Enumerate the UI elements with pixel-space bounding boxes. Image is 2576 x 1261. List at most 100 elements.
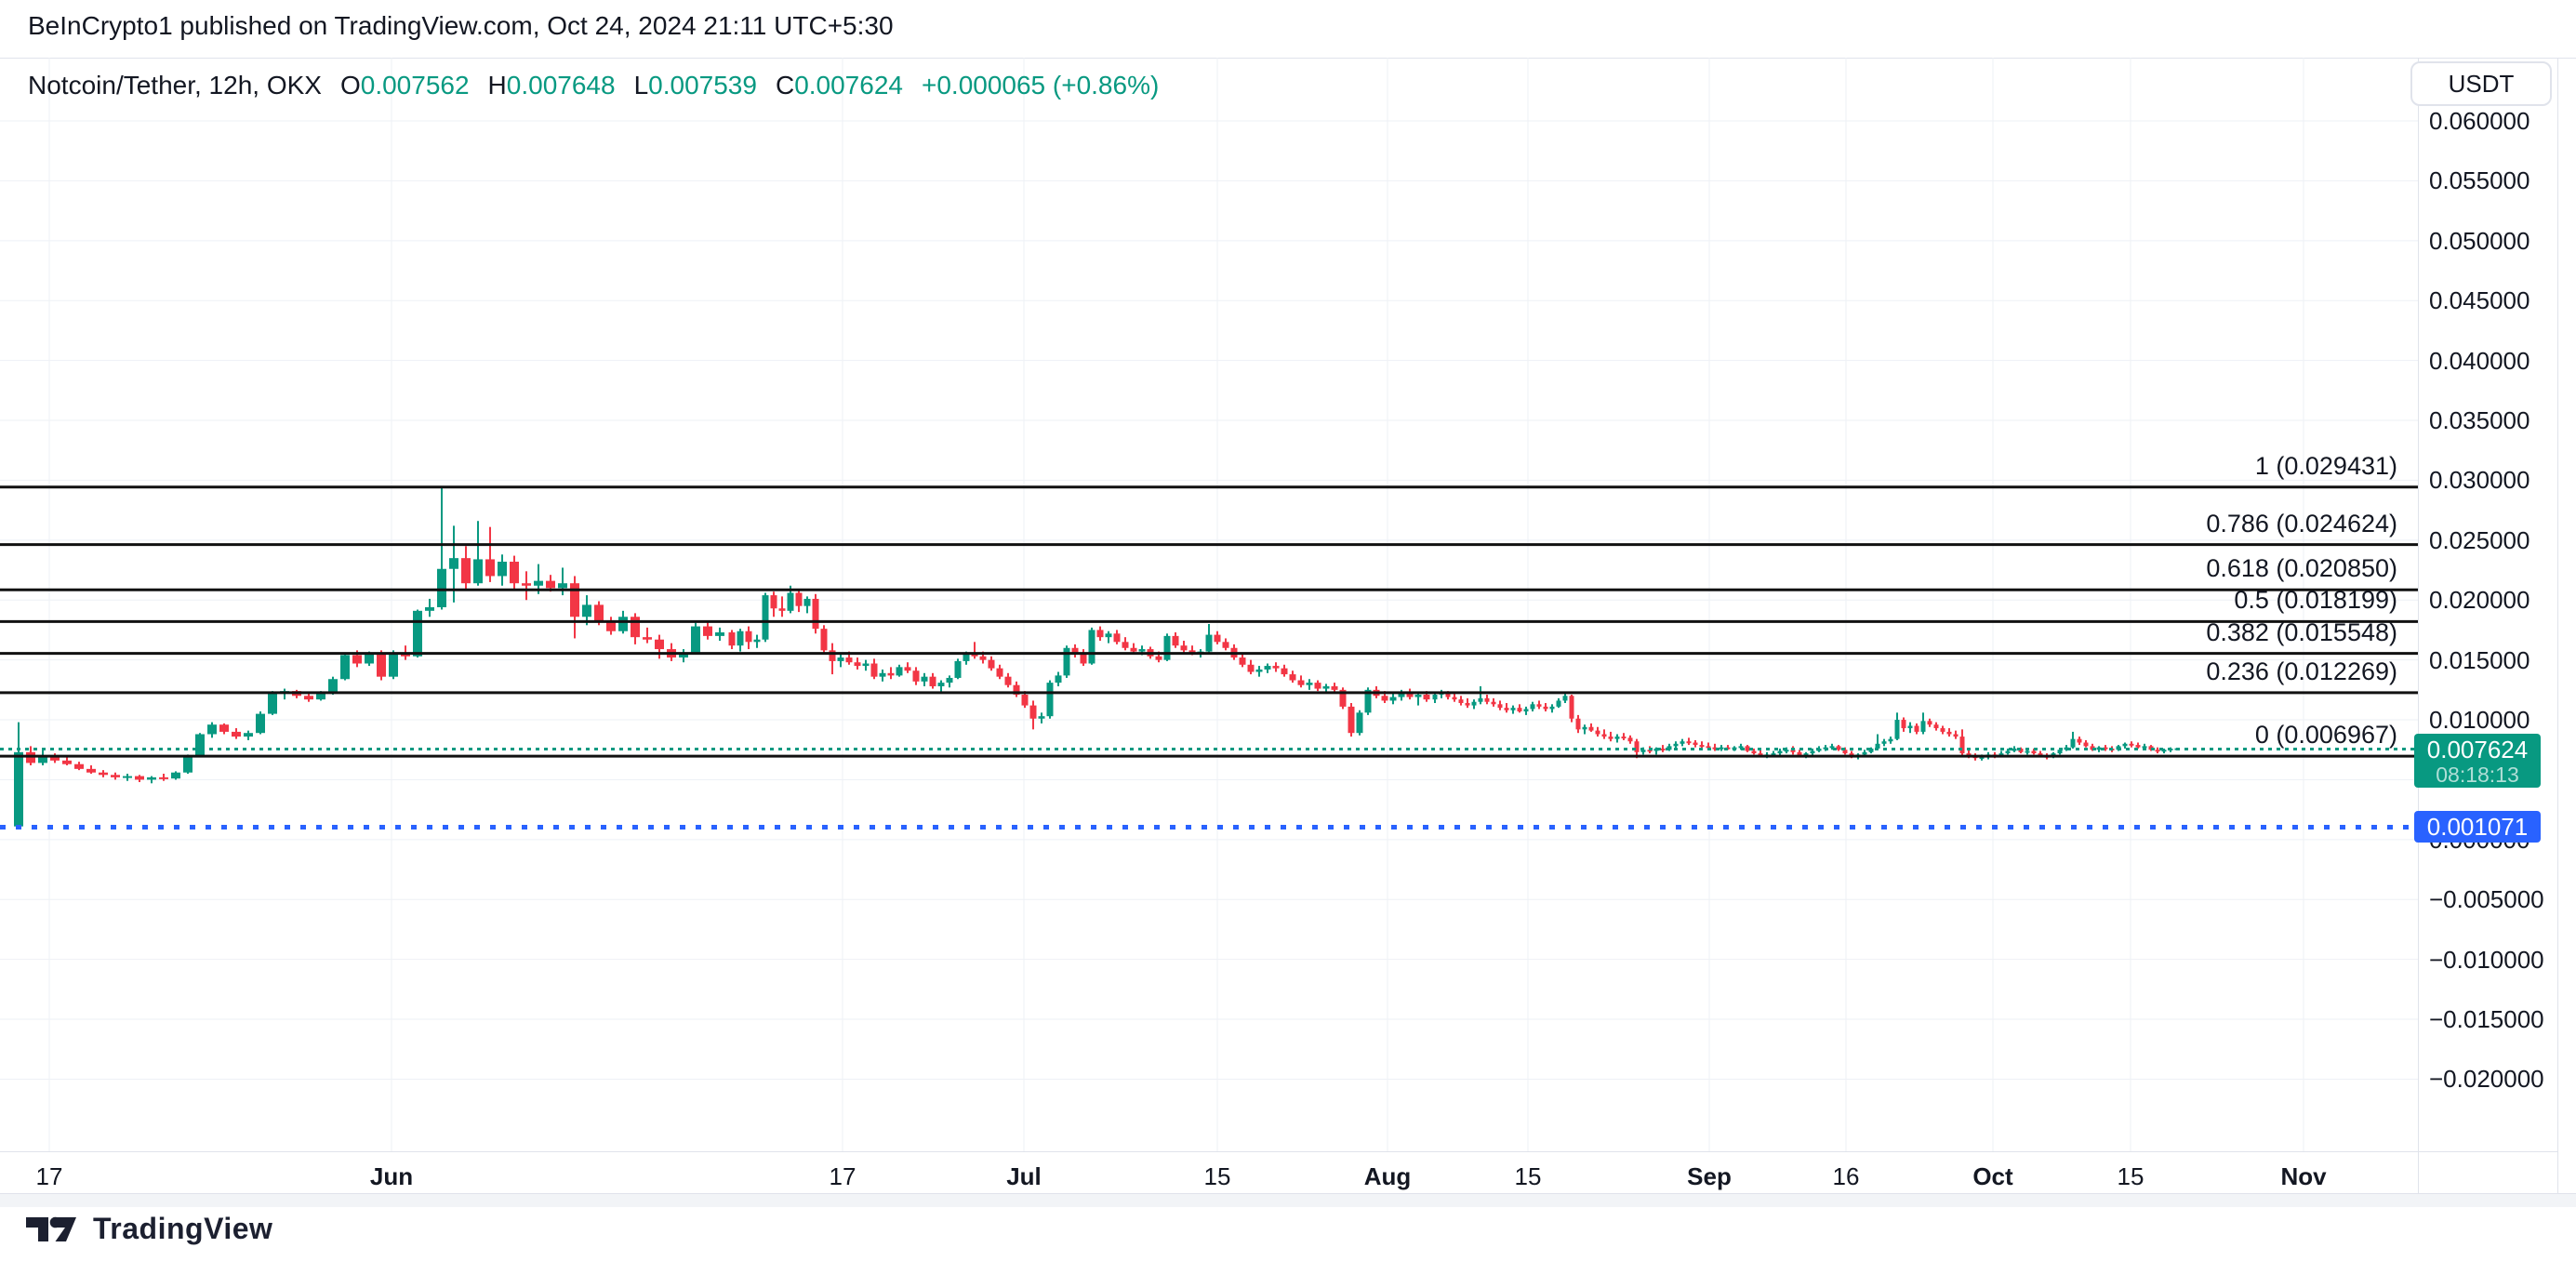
candle-body (753, 639, 761, 643)
candle-body (837, 657, 844, 661)
candle-body (425, 606, 434, 611)
candle-body (1771, 753, 1776, 756)
candle-body (1264, 666, 1271, 670)
candle-body (304, 696, 313, 700)
price-tick-label: 0.010000 (2429, 706, 2530, 735)
candle-body (1180, 645, 1188, 651)
candle-body (1862, 751, 1867, 755)
candle-body (1888, 738, 1893, 742)
candle-body (703, 626, 712, 636)
candle-body (1790, 750, 1796, 752)
candle-body (870, 663, 878, 677)
candle-body (1693, 742, 1698, 746)
tradingview-logo-text[interactable]: TradingView (93, 1212, 273, 1245)
candle-body (2070, 738, 2076, 748)
price-tick-label: 0.050000 (2429, 226, 2530, 255)
price-tick-label: −0.015000 (2429, 1005, 2544, 1034)
candle-body (147, 777, 156, 780)
candle-body (1013, 684, 1020, 695)
candle-body (1306, 683, 1313, 685)
candle-body (1314, 683, 1321, 689)
currency-toggle-button[interactable]: USDT (2410, 61, 2552, 106)
candle-body (1222, 642, 1229, 648)
candle-body (1907, 725, 1913, 729)
candle-body (473, 559, 483, 584)
candle-body (1471, 701, 1477, 706)
time-tick-label: Oct (1972, 1162, 2013, 1190)
candlestick-plot[interactable] (0, 58, 2557, 1151)
candle-body (618, 617, 628, 631)
candle-body (1406, 692, 1414, 697)
candle-body (1504, 708, 1509, 710)
time-axis-border (0, 1151, 2557, 1152)
candle-body (1680, 741, 1685, 744)
candle-body (829, 650, 836, 661)
price-tick-label: 0.025000 (2429, 525, 2530, 554)
price-tick-label: 0.020000 (2429, 586, 2530, 615)
footer: TradingView (26, 1212, 272, 1246)
time-tick-label: 15 (1514, 1162, 1542, 1190)
candle-body (887, 672, 895, 676)
candle-body (1322, 685, 1330, 689)
candle-body (1881, 741, 1887, 744)
candle-body (1122, 642, 1129, 648)
candle-body (1940, 728, 1945, 732)
candle-body (1096, 630, 1104, 638)
candle-body (1959, 737, 1965, 754)
candle-body (1582, 726, 1587, 730)
candle-body (1530, 704, 1535, 710)
candle-body (207, 724, 217, 735)
candle-body (1046, 683, 1054, 717)
candle-body (546, 580, 555, 589)
candle-body (1738, 746, 1744, 749)
candle-body (904, 667, 911, 671)
change-value: +0.000065 (+0.86%) (921, 71, 1160, 100)
time-tick-label: 15 (1203, 1162, 1231, 1190)
fib-level-label: 0.5 (0.018199) (2234, 586, 2397, 615)
candle-body (352, 655, 362, 664)
candle-body (2155, 750, 2160, 752)
fib-level-label: 0.236 (0.012269) (2206, 657, 2397, 685)
candle-body (1432, 694, 1438, 700)
candle-body (1614, 737, 1620, 739)
time-tick-label: Aug (1363, 1162, 1412, 1190)
time-tick-label: 17 (35, 1162, 63, 1190)
candle-body (1569, 696, 1574, 719)
candle-body (1829, 746, 1835, 749)
candle-body (691, 626, 700, 653)
candle-body (1868, 748, 1874, 752)
candle-body (921, 676, 928, 682)
candle-body (795, 592, 803, 606)
candle-body (522, 583, 531, 586)
candle-body (1927, 721, 1932, 725)
candle-body (679, 652, 688, 658)
candle-body (1842, 750, 1848, 754)
candle-body (946, 677, 953, 684)
bottom-strip (0, 1194, 2576, 1207)
time-tick-label: Nov (2280, 1162, 2327, 1190)
candle-body (1673, 743, 1679, 747)
candle-body (389, 652, 398, 677)
price-tick-label: 0.045000 (2429, 286, 2530, 315)
candle-body (1777, 750, 1783, 754)
time-tick-label: Jun (369, 1162, 414, 1190)
price-tick-label: 0.040000 (2429, 346, 2530, 375)
candle-body (135, 776, 144, 780)
candle-body (737, 630, 744, 646)
candle-body (159, 777, 168, 779)
candle-body (2142, 746, 2147, 749)
candle-body (1088, 630, 1095, 664)
level-price-badge: 0.001071 (2414, 811, 2541, 843)
candle-body (1562, 696, 1568, 701)
last-price-line (0, 747, 2418, 750)
candle-body (1634, 741, 1640, 752)
attribution-text: BeInCrypto1 published on TradingView.com… (28, 11, 894, 40)
candle-body (1595, 730, 1600, 735)
candle-body (498, 562, 507, 577)
candle-body (2025, 750, 2030, 753)
price-tick-label: 0.030000 (2429, 466, 2530, 495)
tradingview-logo-icon[interactable] (26, 1214, 80, 1245)
candle-body (1414, 694, 1422, 697)
price-tick-label: −0.020000 (2429, 1065, 2544, 1094)
